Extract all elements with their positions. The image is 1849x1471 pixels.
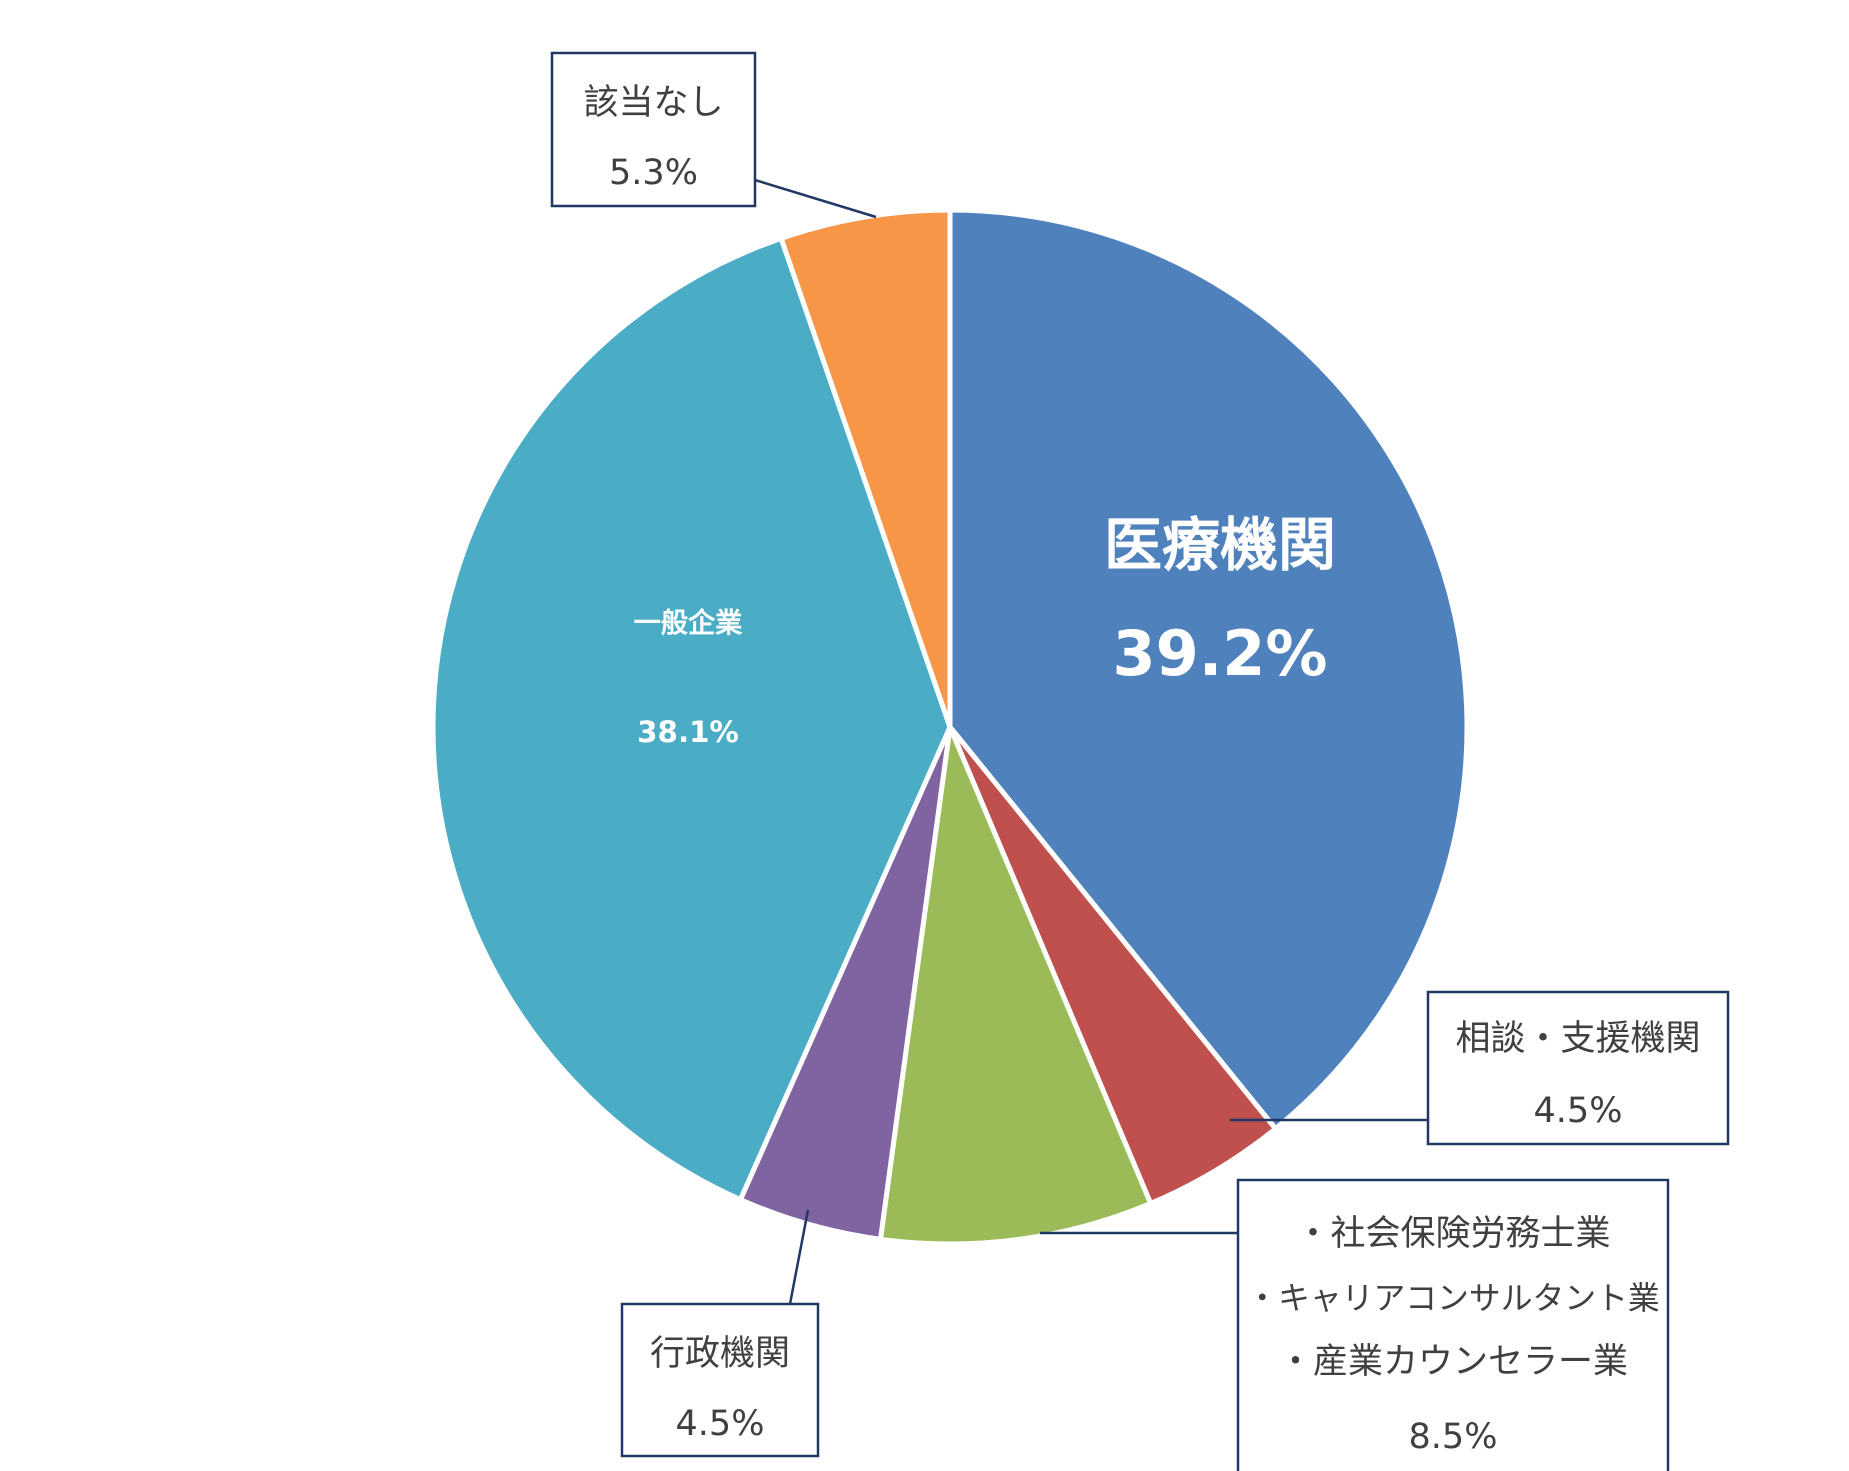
pie-slice-shakai-hoken-etc — [877, 724, 1154, 1247]
pie-slices — [430, 207, 1470, 1247]
slice-label-gyosei-kikan: 行政機関 — [650, 1334, 790, 1374]
slice-value-sodan-shien-kikan: 4.5% — [1534, 1091, 1623, 1131]
pie-slice-gaito-nashi — [778, 207, 953, 730]
slice-label-sodan-shien-kikan: 相談・支援機関 — [1455, 1019, 1700, 1059]
callout-box-sodan-shien-kikan — [1426, 990, 1730, 1146]
slice-value-iryo-kikan: 39.2% — [1112, 617, 1327, 690]
slice-label-shakai-hoken-etc-line-3: ・産業カウンセラー業 — [1278, 1342, 1628, 1382]
slice-value-gyosei-kikan: 4.5% — [676, 1404, 765, 1444]
slice-value-ippan-kigyo: 38.1% — [637, 715, 739, 749]
slice-label-iryo-kikan: 医療機関 — [1104, 511, 1336, 579]
slice-label-shakai-hoken-etc-line-1: ・社会保険労務士業 — [1295, 1214, 1610, 1254]
slice-label-gaito-nashi: 該当なし — [583, 83, 723, 123]
callout-leader-gyosei-kikan — [788, 1209, 810, 1305]
pie-slice-ippan-kigyo — [430, 235, 953, 1203]
callout-leaders — [754, 178, 1428, 1305]
callout-box-gaito-nashi — [550, 51, 757, 208]
callout-box-gyosei-kikan — [620, 1302, 820, 1458]
slice-labels: 医療機関 39.2% 相談・支援機関 4.5% ・社会保険労務士業・キャリアコンサルタン… — [550, 51, 1730, 1471]
slice-value-gaito-nashi: 5.3% — [609, 153, 698, 193]
slice-label-shakai-hoken-etc-line-2: ・キャリアコンサルタント業 — [1246, 1280, 1659, 1317]
slice-value-shakai-hoken-etc: 8.5% — [1409, 1417, 1498, 1457]
callout-box-shakai-hoken-etc — [1236, 1178, 1670, 1471]
pie-slice-iryo-kikan — [947, 207, 1470, 1132]
slice-label-ippan-kigyo: 一般企業 — [634, 607, 744, 639]
callout-leader-gaito-nashi — [754, 178, 877, 219]
